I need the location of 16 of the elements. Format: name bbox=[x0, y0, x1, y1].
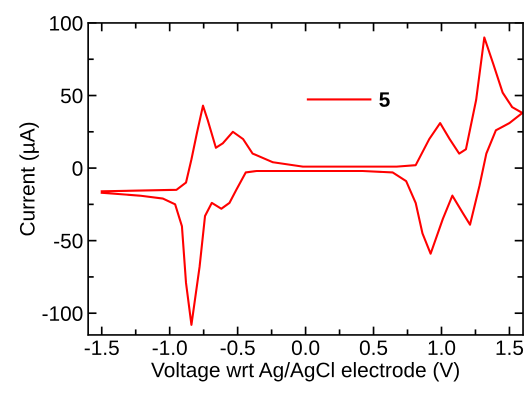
legend-label: 5 bbox=[379, 92, 390, 107]
x-tick-label: 1.0 bbox=[428, 340, 456, 356]
x-tick-label: -1.5 bbox=[84, 340, 119, 356]
x-tick-label: 0.5 bbox=[360, 340, 388, 356]
y-tick-label: 100 bbox=[50, 16, 82, 31]
x-axis-title: Voltage wrt Ag/AgCl electrode (V) bbox=[151, 362, 459, 382]
x-tick-label: 0.0 bbox=[292, 340, 320, 356]
x-tick-label: -1.0 bbox=[152, 340, 187, 356]
line-series bbox=[100, 36, 524, 326]
y-tick-label: -50 bbox=[54, 234, 82, 248]
x-tick-label: 1.5 bbox=[496, 340, 524, 356]
y-tick-label: 0 bbox=[72, 161, 82, 176]
y-axis-title: Current (µA) bbox=[19, 122, 39, 236]
y-tick-label: -100 bbox=[42, 306, 82, 321]
x-tick-label: -0.5 bbox=[220, 340, 255, 356]
y-tick-label: 50 bbox=[60, 88, 82, 104]
